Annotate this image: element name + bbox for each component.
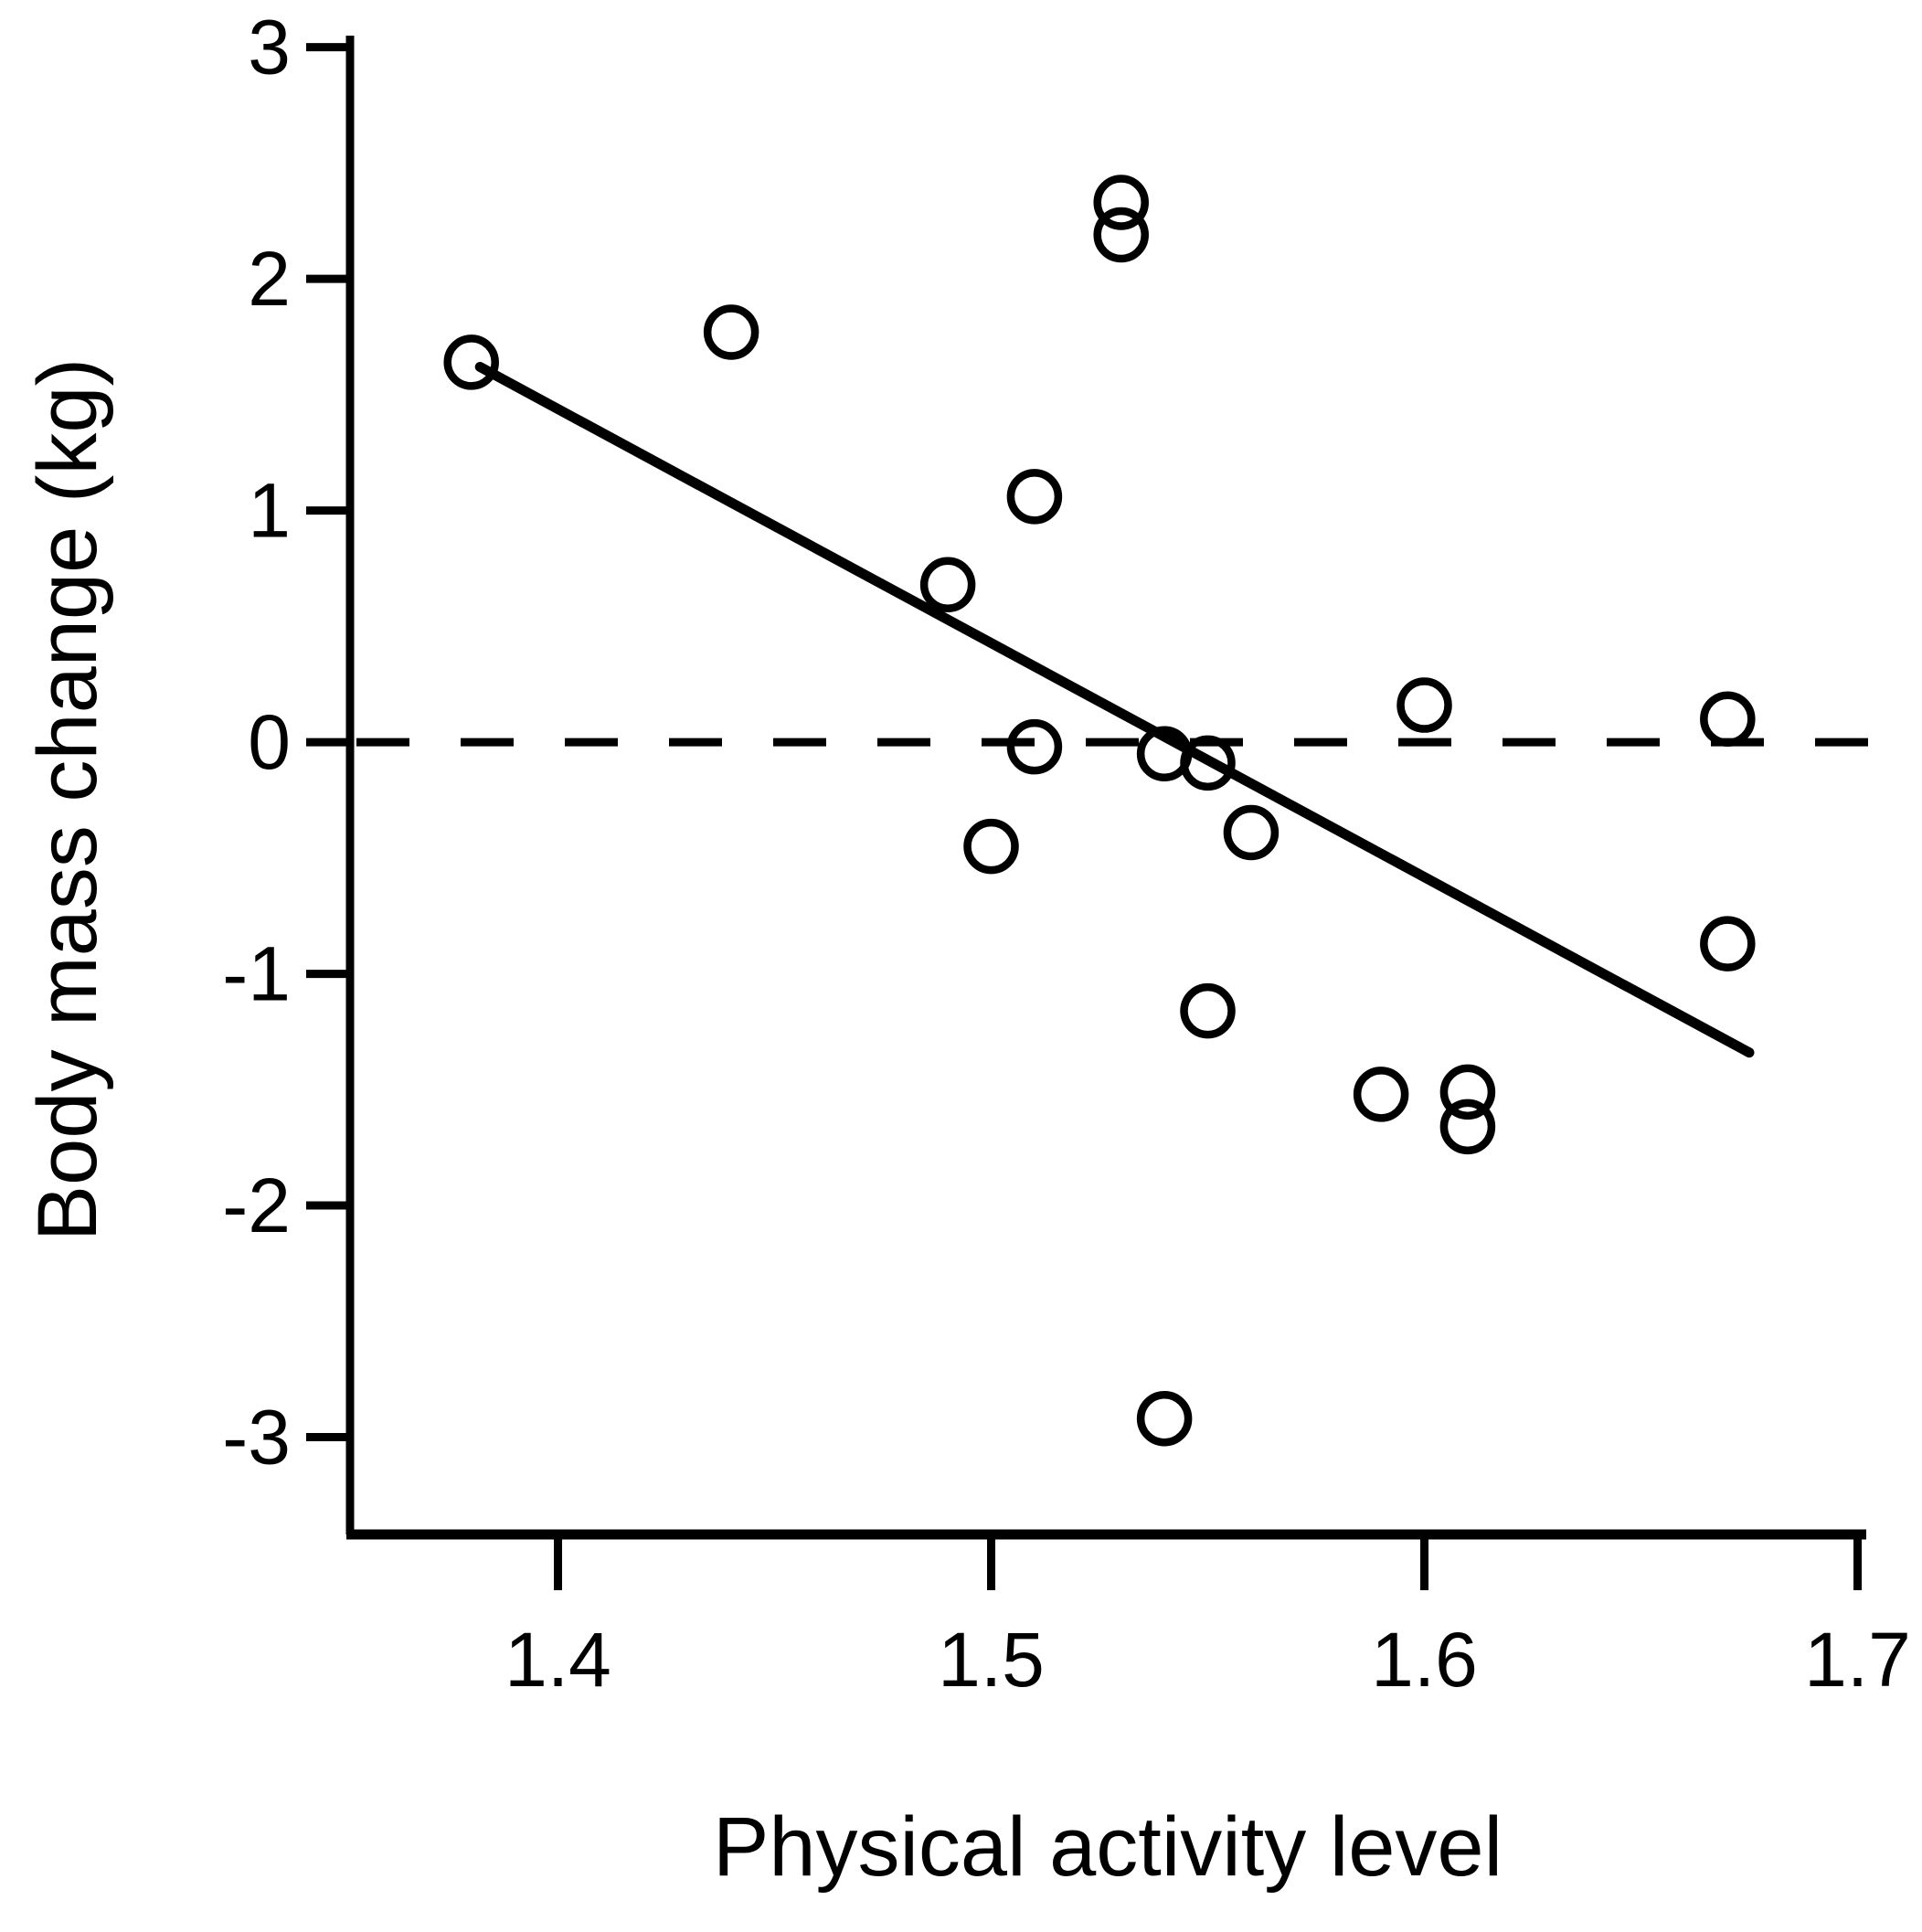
axes-group: 3 2 1 0 -1 -2 -3 1.4 1.5 1.6 1.7 [222,5,1911,1703]
x-tick-label: 1.5 [938,1617,1045,1703]
data-point [919,557,976,612]
regression-line [474,361,1755,1058]
data-point [1439,1064,1496,1120]
data-point [1093,175,1149,230]
data-point [1700,916,1756,971]
y-tick-label: 3 [248,5,291,90]
x-tick-label: 1.7 [1804,1617,1911,1703]
y-tick-label: -1 [222,931,291,1017]
y-tick-label: 0 [248,699,291,785]
data-point [1136,1391,1193,1447]
y-tick-label: 1 [248,468,291,554]
data-point [1439,1099,1496,1155]
data-point [1006,718,1063,775]
data-point [703,304,759,360]
data-point [1093,207,1149,263]
data-point [1006,469,1063,525]
data-point [1180,982,1236,1039]
data-point [1700,691,1756,748]
y-axis-title: Body mass change (kg) [21,358,114,1241]
data-point [443,334,499,390]
y-tick-label: -2 [222,1162,291,1248]
x-axis-title: Physical activity level [713,1800,1503,1894]
data-point [1353,1067,1409,1122]
data-point [963,818,1019,875]
x-tick-label: 1.4 [504,1617,611,1703]
data-point [1396,677,1452,733]
data-marks-group [443,175,1756,1447]
x-tick-label: 1.6 [1371,1617,1478,1703]
y-tick-label: -3 [222,1395,291,1481]
data-point [1223,804,1280,861]
data-point [1180,735,1236,791]
y-tick-label: 2 [248,236,291,322]
